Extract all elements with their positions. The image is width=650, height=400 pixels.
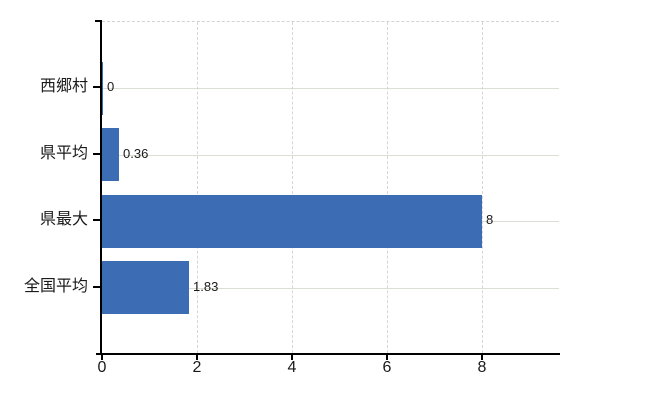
v-gridline	[387, 22, 388, 353]
data-label: 0.36	[123, 146, 149, 161]
category-label: 西郷村	[39, 78, 88, 95]
plot-area	[102, 21, 559, 353]
data-label: 1.83	[193, 279, 219, 294]
category-label: 県最大	[39, 211, 88, 228]
h-gridline	[102, 288, 559, 289]
x-tick-label: 0	[97, 359, 107, 376]
bar	[102, 128, 119, 181]
data-label: 0	[107, 79, 115, 94]
x-axis-tick	[196, 355, 198, 360]
x-tick-label: 6	[382, 359, 392, 376]
h-gridline	[102, 88, 559, 89]
x-tick-label: 8	[477, 359, 487, 376]
y-axis-top-tick	[95, 20, 102, 22]
x-axis-tick	[386, 355, 388, 360]
y-axis-tick	[93, 286, 100, 288]
h-gridline	[102, 155, 559, 156]
v-gridline	[482, 22, 483, 353]
v-gridline	[292, 22, 293, 353]
x-axis-line	[96, 353, 560, 355]
x-axis-tick	[291, 355, 293, 360]
bar	[102, 195, 482, 248]
x-axis-tick	[101, 355, 103, 360]
y-axis-tick	[93, 86, 100, 88]
bar	[102, 261, 189, 314]
y-axis-tick	[93, 153, 100, 155]
data-label: 8	[486, 212, 494, 227]
x-tick-label: 2	[192, 359, 202, 376]
y-axis-tick	[93, 219, 100, 221]
x-axis-tick	[481, 355, 483, 360]
y-axis-line	[100, 20, 102, 354]
v-gridline	[197, 22, 198, 353]
bar	[102, 62, 103, 115]
category-label: 全国平均	[23, 278, 88, 295]
x-tick-label: 4	[287, 359, 297, 376]
category-label: 県平均	[39, 145, 88, 162]
